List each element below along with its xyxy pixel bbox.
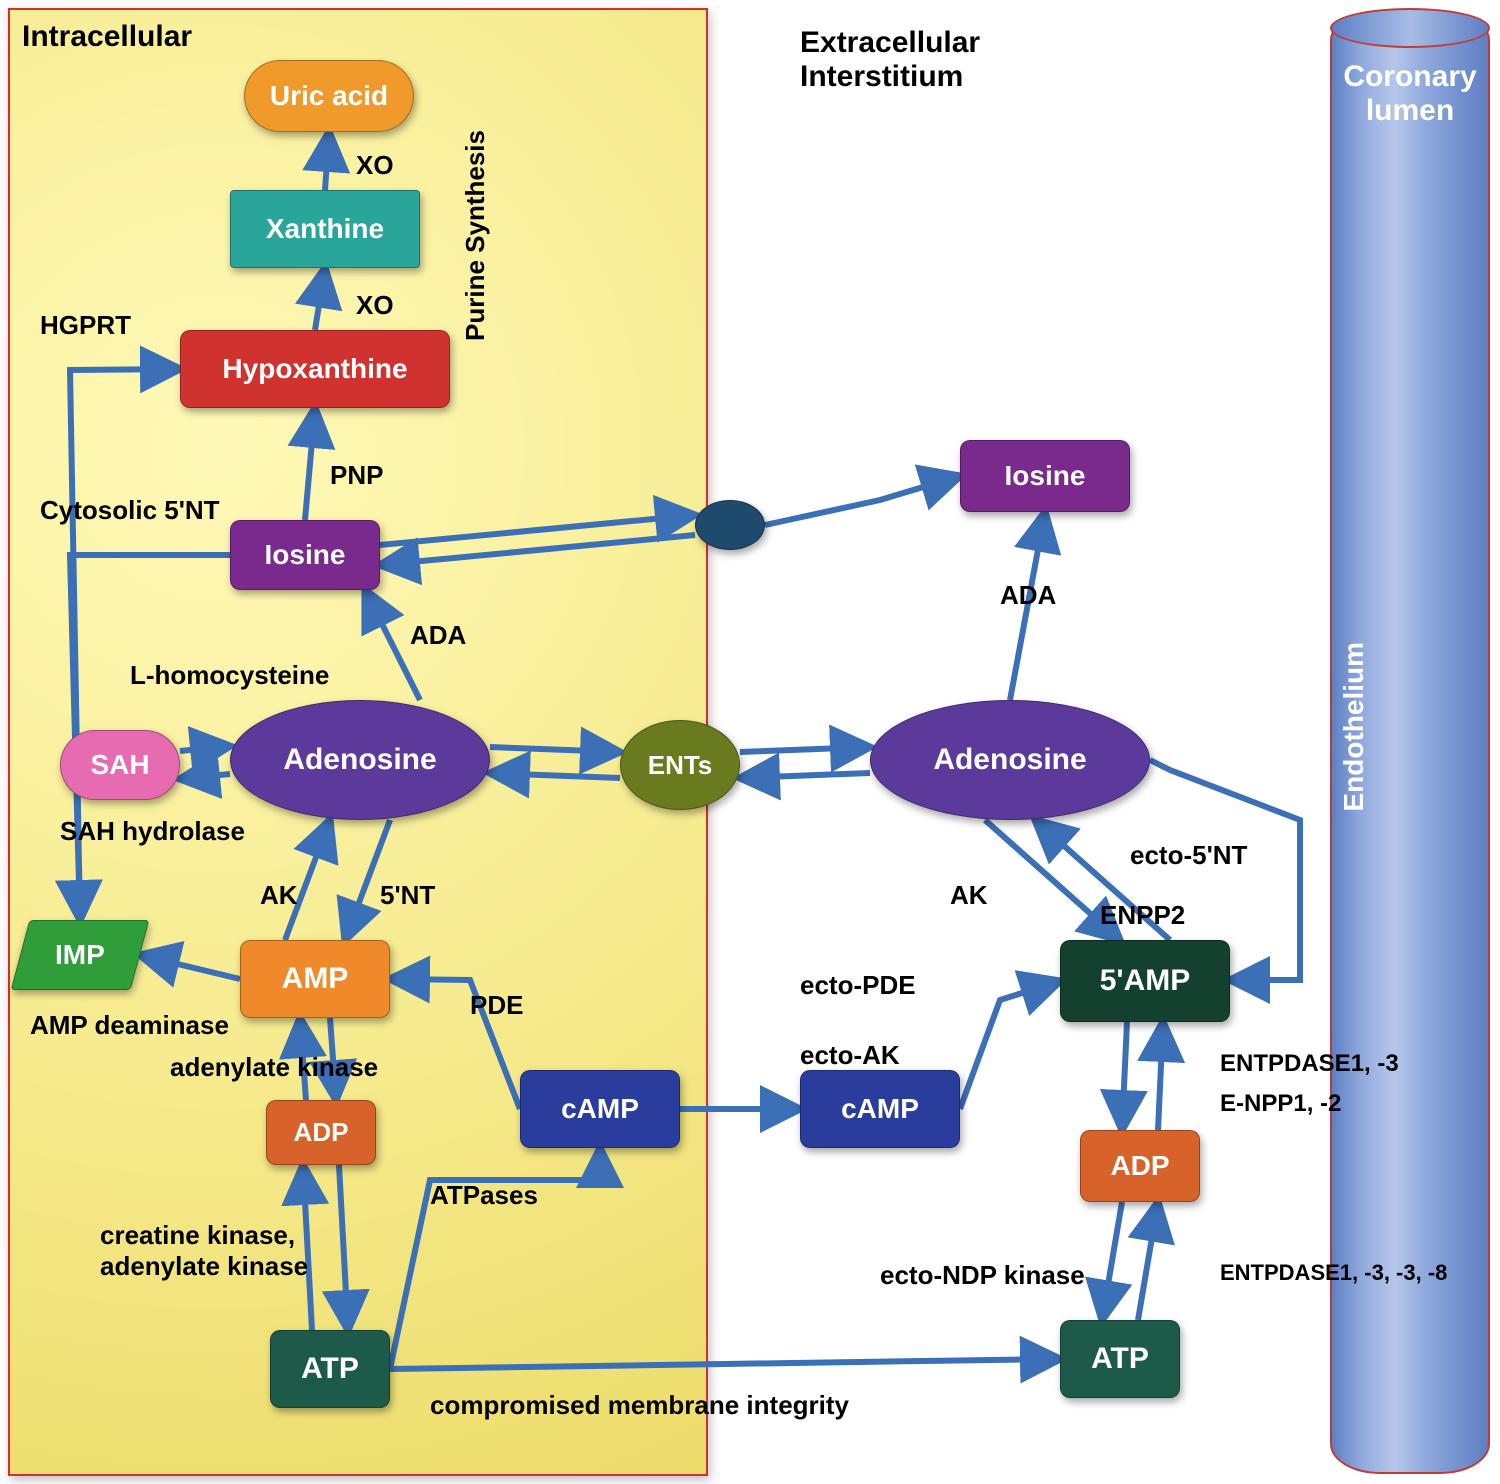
label-enpp12: E-NPP1, -2 <box>1220 1090 1341 1118</box>
node-camp_out: cAMP <box>800 1070 960 1148</box>
label-cyt5nt: Cytosolic 5'NT <box>40 495 220 526</box>
label-lhomo: L-homocysteine <box>130 660 329 691</box>
node-fiveamp: 5'AMP <box>1060 940 1230 1022</box>
node-xanthine: Xanthine <box>230 190 420 268</box>
node-uric: Uric acid <box>244 60 414 132</box>
label-ectondp: ecto-NDP kinase <box>880 1260 1085 1291</box>
node-iosine_out: Iosine <box>960 440 1130 512</box>
label-ak_out: AK <box>950 880 988 911</box>
label-ak_in: AK <box>260 880 298 911</box>
node-adp_in: ADP <box>266 1100 376 1165</box>
node-adp_out: ADP <box>1080 1130 1200 1202</box>
lumen-cap-top <box>1330 8 1490 48</box>
label-membrane: compromised membrane integrity <box>430 1390 849 1421</box>
label-ada_out: ADA <box>1000 580 1056 611</box>
coronary-lumen-label: Coronary lumen <box>1340 60 1480 128</box>
label-fivent: 5'NT <box>380 880 435 911</box>
label-ectoak: ecto-AK <box>800 1040 900 1071</box>
node-adeno_in: Adenosine <box>230 700 490 820</box>
label-atpases: ATPases <box>430 1180 538 1211</box>
node-adeno_out: Adenosine <box>870 700 1150 820</box>
intracellular-label: Intracellular <box>22 20 192 54</box>
node-dot <box>695 500 765 550</box>
endothelium-label: Endothelium <box>1338 642 1370 812</box>
purine-synthesis-label: Purine Synthesis <box>460 130 491 341</box>
diagram-canvas: Intracellular Extracellular Interstitium… <box>0 0 1500 1484</box>
label-ada_in: ADA <box>410 620 466 651</box>
label-ckak: creatine kinase, adenylate kinase <box>100 1220 308 1282</box>
label-sahhyd: SAH hydrolase <box>60 816 245 847</box>
label-xo2: XO <box>356 290 394 321</box>
node-camp_in: cAMP <box>520 1070 680 1148</box>
label-ectopde: ecto-PDE <box>800 970 916 1001</box>
label-entpd8: ENTPDASE1, -3, -3, -8 <box>1220 1260 1447 1286</box>
label-enpp2: ENPP2 <box>1100 900 1185 931</box>
label-xo1: XO <box>356 150 394 181</box>
label-hgprt: HGPRT <box>40 310 131 341</box>
node-imp: IMP <box>11 920 150 990</box>
node-atp_in: ATP <box>270 1330 390 1408</box>
extracellular-label: Extracellular Interstitium <box>800 26 980 94</box>
label-pde: PDE <box>470 990 523 1021</box>
label-entpd13: ENTPDASE1, -3 <box>1220 1050 1399 1078</box>
label-ecto5nt: ecto-5'NT <box>1130 840 1247 871</box>
node-atp_out: ATP <box>1060 1320 1180 1398</box>
node-ents: ENTs <box>620 720 740 810</box>
node-amp: AMP <box>240 940 390 1018</box>
node-iosine_in: Iosine <box>230 520 380 590</box>
label-adkin: adenylate kinase <box>170 1052 378 1083</box>
node-sah: SAH <box>60 730 180 800</box>
node-hypo: Hypoxanthine <box>180 330 450 408</box>
label-pnp: PNP <box>330 460 383 491</box>
label-ampdeam: AMP deaminase <box>30 1010 229 1041</box>
